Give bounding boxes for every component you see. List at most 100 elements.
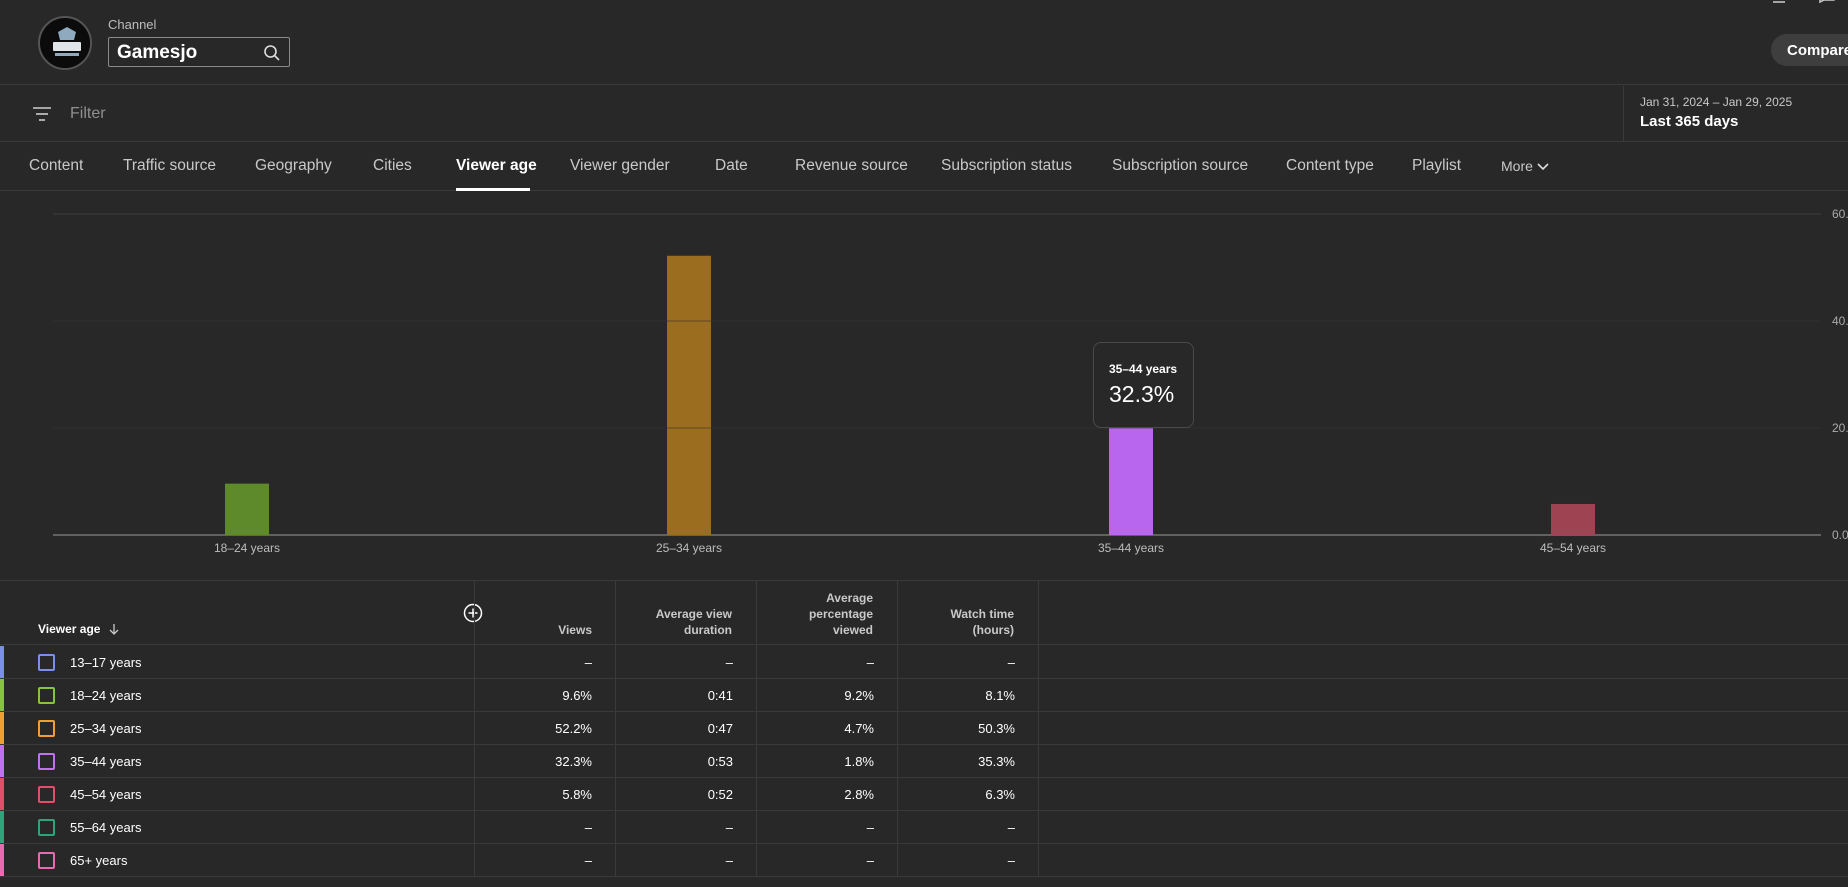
row-checkbox[interactable] <box>38 786 55 803</box>
row-color-stripe <box>0 844 4 876</box>
channel-logo-icon <box>42 20 90 68</box>
x-tick-label: 35–44 years <box>1098 541 1164 555</box>
feedback-icon[interactable] <box>1818 0 1836 4</box>
tab-playlist[interactable]: Playlist <box>1412 157 1462 174</box>
cell-avd: 0:41 <box>707 688 733 703</box>
channel-selector[interactable]: Gamesjo <box>108 37 290 67</box>
row-checkbox[interactable] <box>38 819 55 836</box>
cell-apv: 1.8% <box>844 754 874 769</box>
column-header-views[interactable]: Views <box>558 623 592 637</box>
download-icon[interactable] <box>1770 0 1788 4</box>
table-header: Viewer age Views Average view duration A… <box>0 581 1848 645</box>
tab-cities[interactable]: Cities <box>373 157 412 174</box>
tab-more[interactable]: More <box>1501 158 1549 174</box>
cell-avd: – <box>725 655 733 670</box>
y-tick-label: 20.0% <box>1832 421 1848 435</box>
cell-views: – <box>584 655 592 670</box>
add-metric-icon[interactable] <box>463 603 483 623</box>
cell-watch: – <box>1007 655 1015 670</box>
row-checkbox[interactable] <box>38 687 55 704</box>
channel-header: Channel Gamesjo Compare <box>0 0 1848 85</box>
tab-viewer-age[interactable]: Viewer age <box>456 157 537 174</box>
column-header-avg-view-duration[interactable]: Average view duration <box>620 606 732 638</box>
dimension-tabs: Content Traffic source Geography Cities … <box>0 143 1848 191</box>
table-row[interactable]: 45–54 years 5.8% 0:52 2.8% 6.3% <box>0 778 1848 811</box>
header-line: (hours) <box>972 623 1014 637</box>
filter-input[interactable]: Filter <box>70 105 106 122</box>
tab-traffic-source[interactable]: Traffic source <box>123 157 217 174</box>
row-label: 45–54 years <box>70 787 142 802</box>
column-header-viewer-age[interactable]: Viewer age <box>38 622 101 636</box>
tab-geography[interactable]: Geography <box>255 157 332 174</box>
row-checkbox[interactable] <box>38 852 55 869</box>
header-line: percentage <box>808 607 873 621</box>
y-tick-label: 60.0% <box>1832 207 1848 221</box>
cell-apv: – <box>866 820 874 835</box>
header-line: Average view <box>655 607 732 621</box>
row-color-stripe <box>0 712 4 744</box>
column-divider <box>1038 581 1039 877</box>
cell-watch: 35.3% <box>978 754 1015 769</box>
header-line: Watch time <box>950 607 1014 621</box>
cell-avd: 0:47 <box>707 721 733 736</box>
cell-avd: – <box>725 853 733 868</box>
tab-more-label: More <box>1501 158 1533 174</box>
row-label: 13–17 years <box>70 655 142 670</box>
search-icon[interactable] <box>263 44 281 62</box>
cell-watch: 50.3% <box>978 721 1015 736</box>
column-divider <box>474 581 475 877</box>
y-tick-label: 0.0% <box>1832 528 1848 542</box>
cell-apv: 2.8% <box>844 787 874 802</box>
row-color-stripe <box>0 679 4 711</box>
tab-viewer-gender[interactable]: Viewer gender <box>570 157 670 174</box>
row-color-stripe <box>0 646 4 678</box>
date-range: Jan 31, 2024 – Jan 29, 2025 <box>1640 95 1793 109</box>
cell-watch: 6.3% <box>985 787 1015 802</box>
tab-subscription-status[interactable]: Subscription status <box>941 157 1072 174</box>
table-row[interactable]: 55–64 years – – – – <box>0 811 1848 844</box>
bar[interactable] <box>1551 503 1595 535</box>
row-label: 65+ years <box>70 853 128 868</box>
cell-views: 9.6% <box>562 688 592 703</box>
row-color-stripe <box>0 778 4 810</box>
bar[interactable] <box>667 255 711 536</box>
x-tick-label: 45–54 years <box>1540 541 1606 555</box>
channel-name: Gamesjo <box>117 42 198 63</box>
tab-content-type[interactable]: Content type <box>1286 157 1374 174</box>
row-color-stripe <box>0 745 4 777</box>
row-checkbox[interactable] <box>38 720 55 737</box>
chevron-down-icon <box>1537 163 1549 171</box>
channel-label: Channel <box>108 17 157 32</box>
viewer-age-table: Viewer age Views Average view duration A… <box>0 580 1848 887</box>
cell-views: – <box>584 853 592 868</box>
tab-revenue-source[interactable]: Revenue source <box>795 157 908 174</box>
table-row[interactable]: 13–17 years – – – – <box>0 646 1848 679</box>
tab-date[interactable]: Date <box>715 157 748 174</box>
date-range-selector[interactable]: Jan 31, 2024 – Jan 29, 2025 Last 365 day… <box>1623 86 1848 142</box>
cell-views: – <box>584 820 592 835</box>
column-header-watch-time[interactable]: Watch time (hours) <box>902 606 1014 638</box>
compare-button[interactable]: Compare <box>1771 34 1848 66</box>
column-divider <box>756 581 757 877</box>
column-header-avg-percentage-viewed[interactable]: Average percentage viewed <box>761 590 873 638</box>
sort-down-icon[interactable] <box>108 623 120 635</box>
header-line: Average <box>826 591 873 605</box>
tab-content[interactable]: Content <box>29 157 84 174</box>
cell-avd: – <box>725 820 733 835</box>
row-label: 55–64 years <box>70 820 142 835</box>
row-label: 25–34 years <box>70 721 142 736</box>
row-label: 35–44 years <box>70 754 142 769</box>
channel-avatar[interactable] <box>38 16 92 70</box>
table-row[interactable]: 25–34 years 52.2% 0:47 4.7% 50.3% <box>0 712 1848 745</box>
table-row[interactable]: 35–44 years 32.3% 0:53 1.8% 35.3% <box>0 745 1848 778</box>
table-row[interactable]: 18–24 years 9.6% 0:41 9.2% 8.1% <box>0 679 1848 712</box>
bar[interactable] <box>225 483 269 535</box>
filter-icon[interactable] <box>32 105 52 123</box>
cell-apv: 9.2% <box>844 688 874 703</box>
row-checkbox[interactable] <box>38 654 55 671</box>
tab-subscription-source[interactable]: Subscription source <box>1112 157 1249 174</box>
row-checkbox[interactable] <box>38 753 55 770</box>
table-row[interactable]: 65+ years – – – – <box>0 844 1848 877</box>
cell-apv: 4.7% <box>844 721 874 736</box>
y-tick-label: 40.0% <box>1832 314 1848 328</box>
